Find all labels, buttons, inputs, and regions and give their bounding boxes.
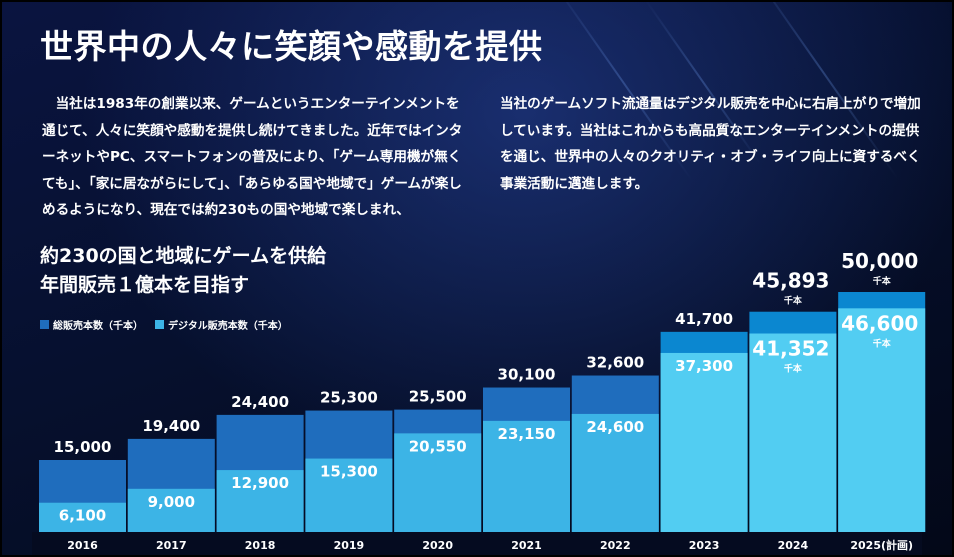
bar-digital-2016 — [39, 502, 126, 532]
data-label-digital-2019: 15,300 — [320, 463, 378, 481]
unit-label-total-2024: 千本 — [784, 295, 803, 307]
x-tick-label-2017: 2017 — [156, 539, 187, 552]
page-title: 世界中の人々に笑顔や感動を提供 — [40, 27, 543, 66]
headline-line-1: 約230の国と地域にゲームを供給 — [40, 245, 327, 267]
intro-paragraph-left: 当社は1983年の創業以来、ゲームというエンターテインメントを通じて、人々に笑顔… — [42, 96, 463, 218]
data-label-digital-2023: 37,300 — [675, 357, 733, 375]
chart-legend: 総販売本数（千本） デジタル販売本数（千本） — [40, 317, 288, 332]
bar-digital-2022 — [571, 413, 659, 532]
data-label-digital-2025(計画): 46,600 — [841, 311, 918, 335]
unit-label-digital-2025(計画): 千本 — [873, 337, 892, 349]
data-label-digital-2020: 20,550 — [409, 437, 467, 455]
data-label-total-2023: 41,700 — [675, 310, 733, 328]
data-label-total-2016: 15,000 — [54, 438, 112, 456]
data-label-digital-2022: 24,600 — [586, 418, 644, 436]
bar-digital-2024 — [749, 333, 837, 532]
unit-label-total-2025(計画): 千本 — [873, 275, 892, 287]
legend-label-total: 総販売本数（千本） — [53, 321, 143, 332]
legend-item-digital: デジタル販売本数（千本） — [155, 317, 288, 332]
x-axis-band — [32, 532, 922, 555]
x-tick-label-2019: 2019 — [334, 539, 365, 552]
data-label-total-2022: 32,600 — [586, 354, 644, 372]
data-label-digital-2016: 6,100 — [59, 507, 106, 525]
data-label-total-2019: 25,300 — [320, 389, 378, 407]
bar-digital-2019 — [305, 458, 393, 532]
unit-label-digital-2024: 千本 — [784, 363, 803, 375]
x-tick-label-2018: 2018 — [245, 539, 276, 552]
x-tick-label-2021: 2021 — [511, 539, 542, 552]
data-label-digital-2017: 9,000 — [148, 493, 195, 511]
data-label-total-2021: 30,100 — [498, 366, 556, 384]
x-tick-label-2022: 2022 — [600, 539, 631, 552]
x-tick-label-2023: 2023 — [689, 539, 720, 552]
bar-digital-2020 — [394, 433, 482, 532]
data-label-total-2020: 25,500 — [409, 388, 467, 406]
legend-swatch-digital — [155, 320, 164, 329]
chart-headline: 約230の国と地域にゲームを供給 年間販売１億本を目指す — [40, 242, 326, 300]
bar-digital-2017 — [127, 488, 215, 532]
data-label-total-2024: 45,893 — [752, 269, 829, 293]
intro-paragraph-right: 当社のゲームソフト流通量はデジタル販売を中心に右肩上がりで増加しています。当社は… — [500, 96, 921, 192]
data-label-digital-2021: 23,150 — [498, 425, 556, 443]
legend-label-digital: デジタル販売本数（千本） — [168, 321, 288, 332]
data-label-total-2025(計画): 50,000 — [841, 249, 918, 273]
x-tick-label-2024: 2024 — [778, 539, 809, 552]
data-label-digital-2018: 12,900 — [231, 474, 289, 492]
bar-digital-2023 — [660, 352, 748, 532]
bar-digital-2021 — [483, 420, 570, 532]
data-label-total-2017: 19,400 — [142, 417, 200, 435]
x-tick-label-2016: 2016 — [67, 539, 98, 552]
legend-swatch-total — [40, 320, 49, 329]
bar-digital-2018 — [216, 470, 304, 532]
headline-line-2: 年間販売１億本を目指す — [40, 274, 250, 296]
x-tick-label-2025(計画): 2025(計画) — [850, 538, 913, 552]
data-label-total-2018: 24,400 — [231, 393, 289, 411]
legend-item-total: 総販売本数（千本） — [40, 317, 143, 332]
x-tick-label-2020: 2020 — [422, 539, 453, 552]
bar-digital-2025(計画) — [838, 308, 926, 532]
data-label-digital-2024: 41,352 — [752, 337, 829, 361]
